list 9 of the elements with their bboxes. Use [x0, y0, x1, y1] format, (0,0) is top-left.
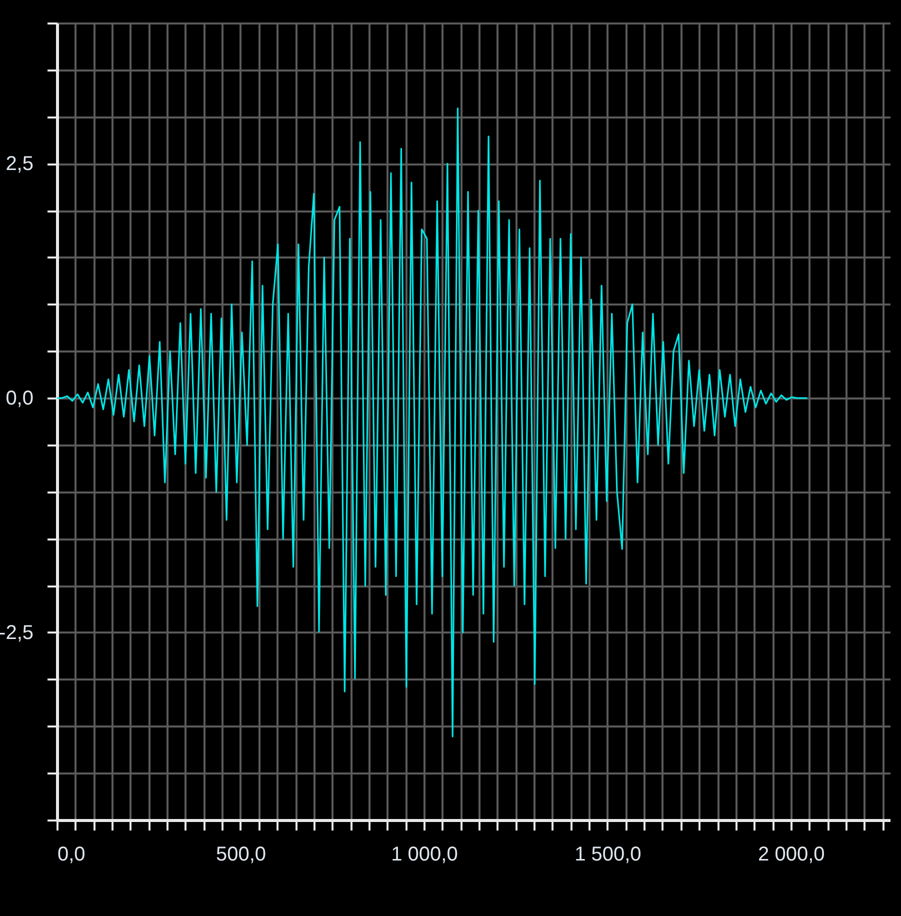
y-tick-label: 0,0 — [6, 388, 34, 410]
x-tick-label: 0,0 — [58, 844, 86, 866]
y-tick-label: 2,5 — [6, 153, 34, 176]
line-series — [56, 108, 808, 738]
x-tick-label: 2 000,0 — [758, 844, 825, 866]
x-tick-label: 1 500,0 — [574, 844, 642, 866]
y-tick-label: -2,5 — [0, 622, 34, 644]
x-tick-label: 1 000,0 — [391, 844, 458, 866]
x-tick-label: 500,0 — [216, 844, 266, 866]
